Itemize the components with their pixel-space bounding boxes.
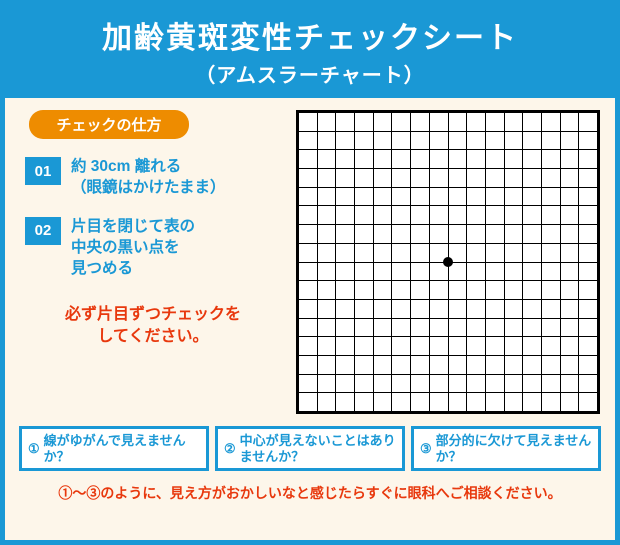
question-3: ③ 部分的に欠けて見えませんか？ — [411, 426, 601, 471]
header: 加齢黄斑変性チェックシート （アムスラーチャート） — [5, 5, 615, 98]
section-label: チェックの仕方 — [29, 110, 189, 139]
question-text: 部分的に欠けて見えませんか？ — [436, 433, 592, 464]
step-number: 01 — [25, 157, 61, 185]
step-01: 01 約 30cm 離れる（眼鏡はかけたまま） — [19, 157, 287, 199]
step-text: 片目を閉じて表の中央の黒い点を見つめる — [71, 217, 195, 280]
footer-note: ①～③のように、見え方がおかしいなと感じたらすぐに眼科へご相談ください。 — [5, 477, 615, 503]
question-text: 中心が見えないことはありませんか？ — [240, 433, 396, 464]
step-02: 02 片目を閉じて表の中央の黒い点を見つめる — [19, 217, 287, 280]
content-area: チェックの仕方 01 約 30cm 離れる（眼鏡はかけたまま） 02 片目を閉じ… — [5, 98, 615, 422]
question-1: ① 線がゆがんで見えませんか？ — [19, 426, 209, 471]
question-2: ② 中心が見えないことはありませんか？ — [215, 426, 405, 471]
step-number: 02 — [25, 217, 61, 245]
main-title: 加齢黄斑変性チェックシート — [5, 13, 615, 57]
check-sheet: 加齢黄斑変性チェックシート （アムスラーチャート） チェックの仕方 01 約 3… — [0, 0, 620, 545]
question-number: ② — [224, 441, 236, 457]
step-text: 約 30cm 離れる（眼鏡はかけたまま） — [71, 157, 226, 199]
instructions-panel: チェックの仕方 01 約 30cm 離れる（眼鏡はかけたまま） 02 片目を閉じ… — [19, 110, 287, 414]
grid-chart — [296, 110, 600, 414]
center-dot-icon — [443, 257, 453, 267]
amsler-chart — [295, 110, 601, 414]
subtitle: （アムスラーチャート） — [5, 59, 615, 88]
question-text: 線がゆがんで見えませんか？ — [44, 433, 200, 464]
warning-text: 必ず片目ずつチェックをしてください。 — [19, 304, 287, 349]
question-number: ① — [28, 441, 40, 457]
question-number: ③ — [420, 441, 432, 457]
question-row: ① 線がゆがんで見えませんか？ ② 中心が見えないことはありませんか？ ③ 部分… — [5, 422, 615, 477]
